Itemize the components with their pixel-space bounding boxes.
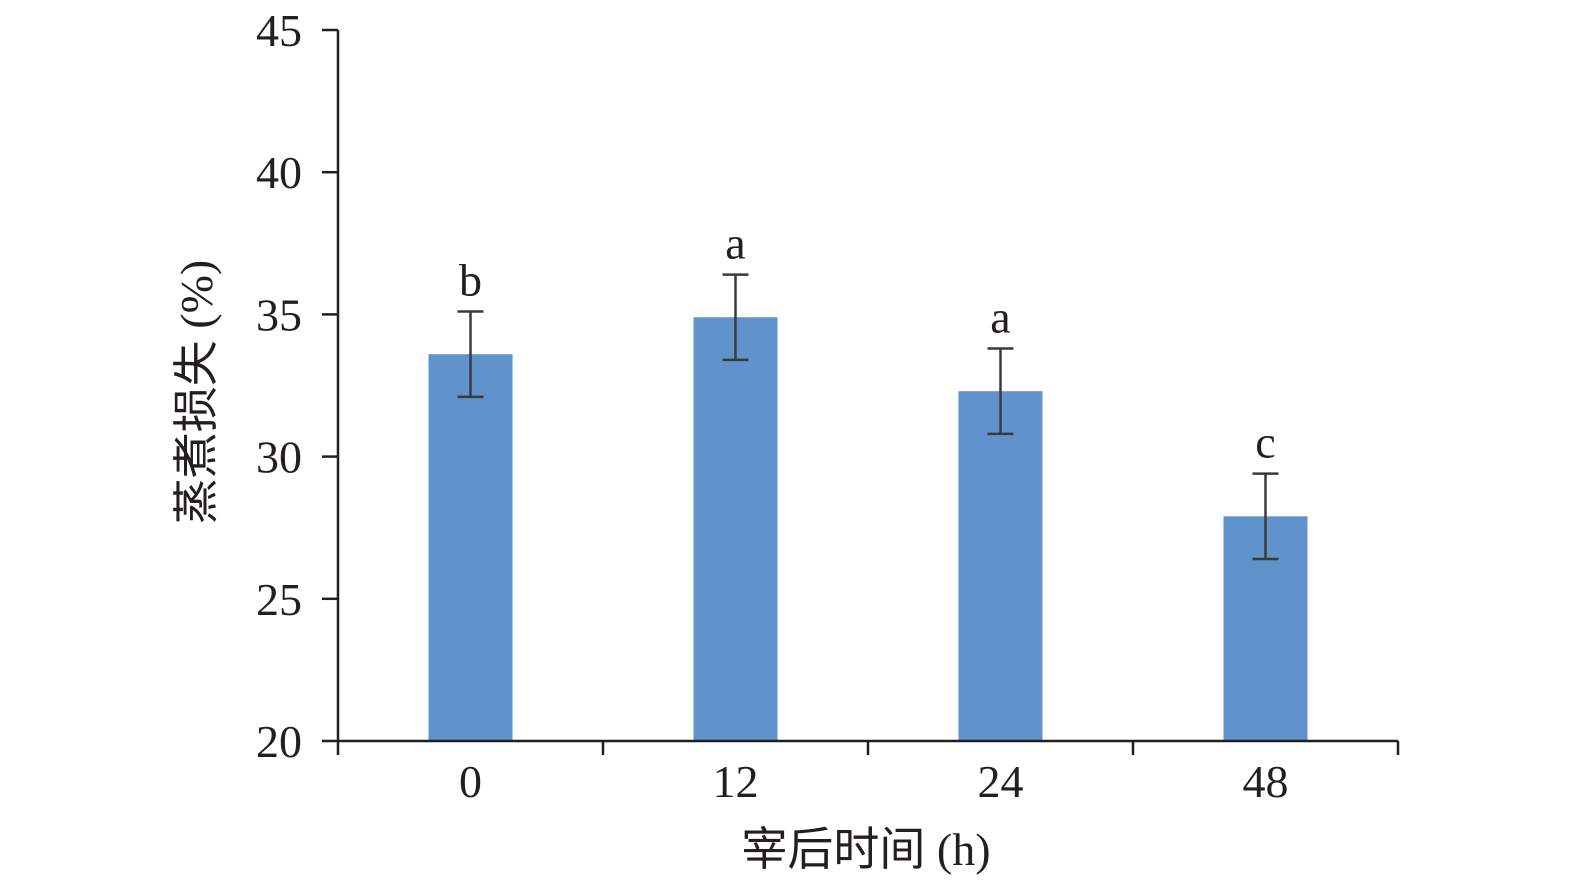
bar-24 [958, 391, 1043, 741]
error-bar-12 [722, 273, 749, 362]
error-bars [457, 273, 1279, 561]
bars [428, 317, 1308, 741]
bar-12 [693, 317, 778, 741]
y-tick-label: 35 [256, 289, 302, 340]
y-tick-label: 25 [256, 574, 302, 625]
y-ticks: 20 25 30 35 40 45 [256, 5, 338, 767]
error-bar-0 [457, 310, 484, 399]
significance-label: b [459, 255, 482, 306]
x-tick-label: 12 [713, 756, 759, 807]
error-bar-24 [987, 347, 1014, 436]
y-tick-label: 45 [256, 5, 302, 56]
significance-label: c [1255, 417, 1275, 468]
significance-label: a [990, 292, 1010, 343]
y-tick-label: 40 [256, 147, 302, 198]
error-bar-48 [1252, 472, 1279, 561]
bar-0 [428, 354, 513, 741]
x-tick-label: 24 [978, 756, 1024, 807]
x-tick-label: 0 [459, 756, 482, 807]
significance-labels: b a a c [459, 218, 1276, 468]
y-tick-label: 20 [256, 716, 302, 767]
x-axis-label: 宰后时间 (h) [741, 824, 990, 875]
y-tick-label: 30 [256, 432, 302, 483]
y-axis-label: 蒸煮损失 (%) [171, 260, 222, 524]
x-tick-label: 48 [1243, 756, 1289, 807]
x-ticks: 0 12 24 48 [336, 741, 1400, 807]
significance-label: a [725, 218, 745, 269]
